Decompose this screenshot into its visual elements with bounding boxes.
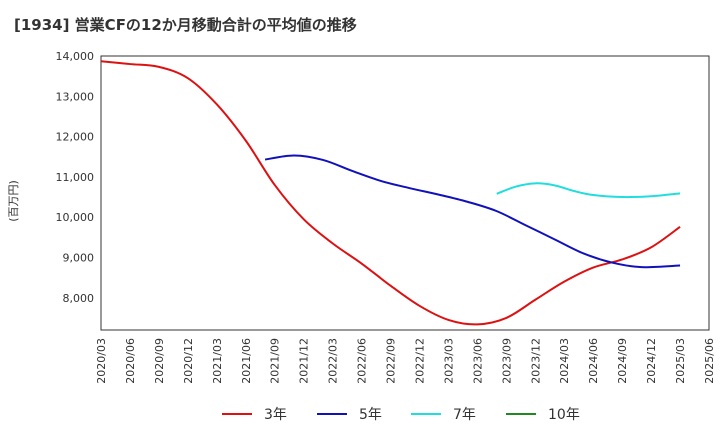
x-tick-label: 2022/06 [356,338,369,384]
y-tick-label: 10,000 [56,211,95,224]
y-tick-label: 14,000 [56,50,95,63]
chart-title: [1934] 営業CFの12か月移動合計の平均値の推移 [14,16,357,34]
x-tick-label: 2022/09 [385,338,398,384]
x-tick-label: 2023/12 [529,338,542,384]
x-tick-label: 2020/06 [124,338,137,384]
y-tick-label: 13,000 [56,90,95,103]
x-tick-label: 2020/03 [95,338,108,384]
x-tick-label: 2020/12 [182,338,195,384]
x-tick-label: 2021/12 [298,338,311,384]
legend-label: 3年 [264,407,287,423]
series-line-2 [264,154,681,269]
legend-label: 7年 [453,407,476,423]
legend: 3年 5年 7年 10年 [222,407,580,423]
x-tick-label: 2022/12 [413,338,426,384]
x-tick-label: 2025/03 [674,338,687,384]
x-tick-label: 2023/03 [442,338,455,384]
x-tick-label: 2022/03 [327,338,340,384]
x-tick-label: 2021/09 [269,338,282,384]
series-line-1 [100,60,681,326]
legend-label: 10年 [548,407,580,423]
series-line-3 [496,182,681,199]
legend-label: 5年 [359,407,382,423]
x-tick-label: 2024/06 [587,338,600,384]
x-tick-label: 2024/09 [616,338,629,384]
y-tick-label: 8,000 [63,292,95,305]
series-layer [100,60,681,326]
plot-frame [100,55,710,331]
x-tick-label: 2020/09 [153,338,166,384]
axis-layer: 8,000 9,000 10,000 11,000 12,000 13,000 14,000… [56,50,717,384]
y-tick-label: 9,000 [63,251,95,264]
x-tick-label: 2021/03 [211,338,224,384]
x-tick-label: 2023/06 [471,338,484,384]
x-tick-label: 2025/06 [703,338,716,384]
x-tick-label: 2024/12 [645,338,658,384]
x-tick-label: 2024/03 [558,338,571,384]
x-tick-label: 2023/09 [500,338,513,384]
y-axis-label: (百万円) [7,180,20,222]
y-tick-label: 12,000 [56,131,95,144]
x-tick-label: 2021/06 [240,338,253,384]
y-tick-label: 11,000 [56,171,95,184]
